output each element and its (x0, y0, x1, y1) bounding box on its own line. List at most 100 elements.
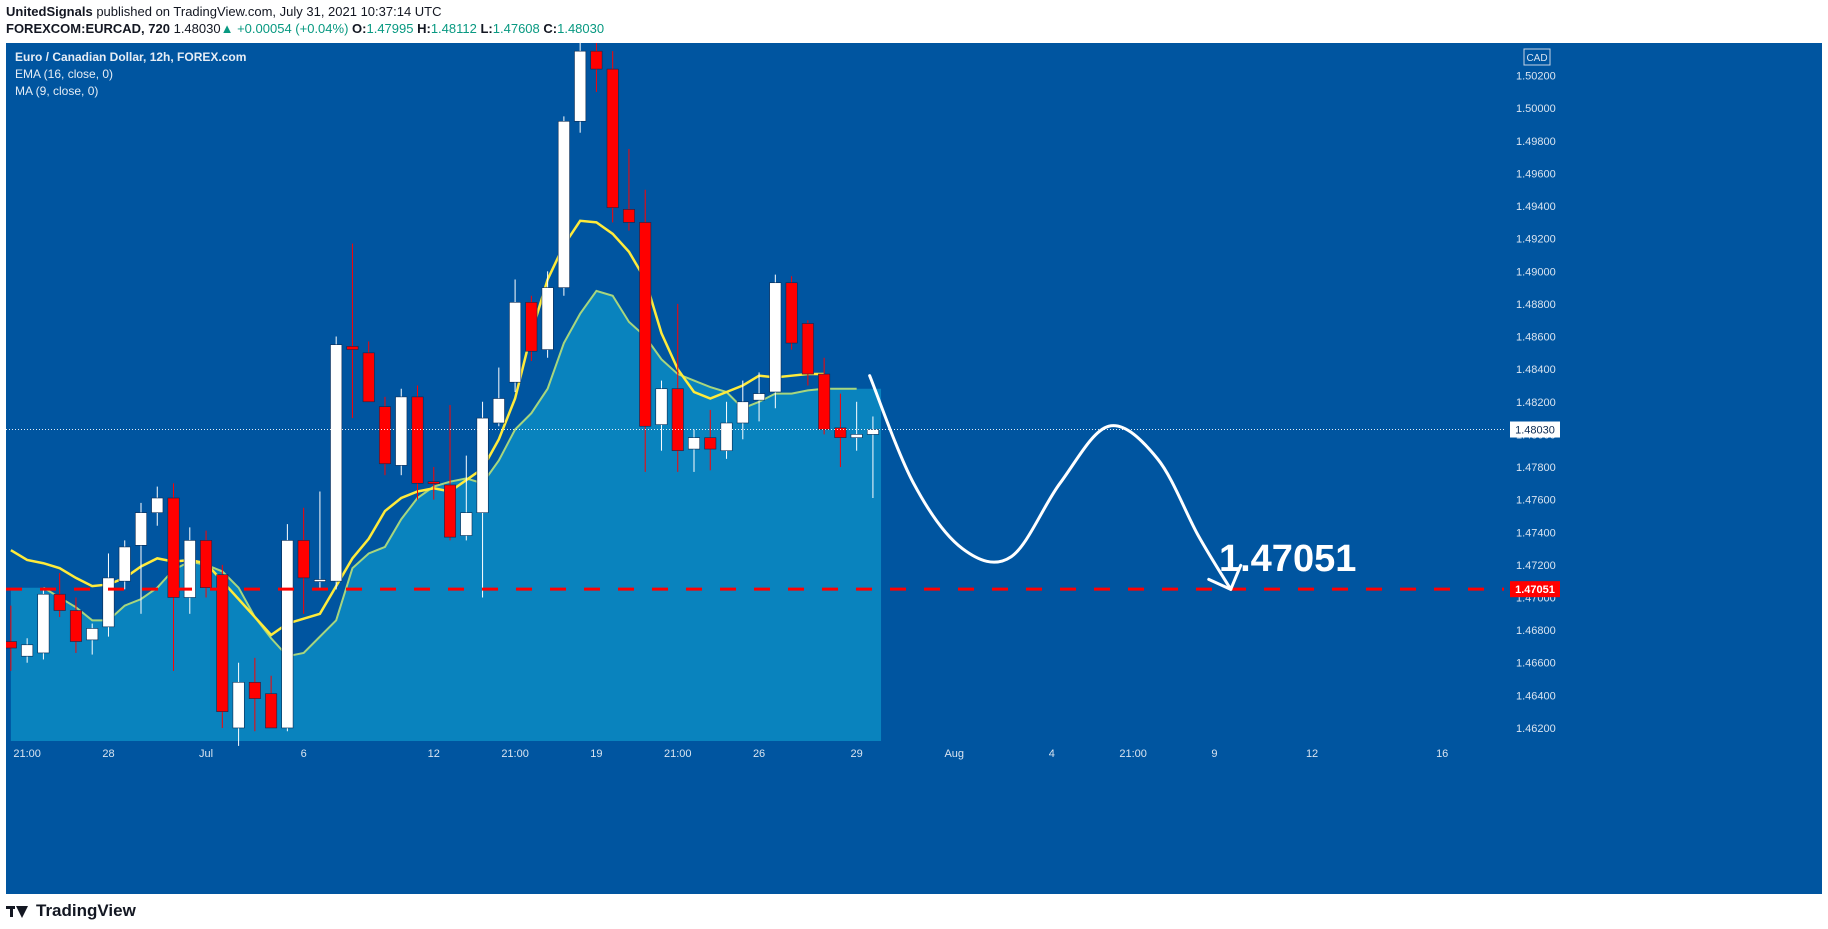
candle (378, 396, 391, 476)
up-arrow-icon: ▲ (220, 21, 234, 36)
candle (37, 589, 50, 660)
price-change: +0.00054 (+0.04%) (237, 21, 349, 36)
y-tick-label: 1.47400 (1516, 527, 1556, 539)
footer-brand: TradingView (36, 901, 136, 920)
close-value: 1.48030 (557, 21, 605, 36)
candle-body (102, 577, 115, 628)
candle-body (639, 222, 652, 427)
currency-badge-box (1523, 48, 1551, 66)
candle-body (476, 417, 489, 513)
candle (183, 527, 196, 614)
x-tick-label: 12 (1306, 748, 1318, 760)
candle-body (53, 593, 66, 611)
tradingview-logo-icon (6, 904, 30, 918)
candle-body (753, 393, 766, 401)
chart-container[interactable]: 1.47051 1.46200 1.46400 1.46600 1.46800 1.47… (4, 43, 1822, 894)
candle-body (541, 287, 554, 350)
candle (541, 271, 554, 358)
candle (801, 320, 814, 386)
candle-body (444, 484, 457, 538)
candle-body (769, 282, 782, 393)
candle (492, 367, 505, 427)
legend-title: Euro / Canadian Dollar, 12h, FOREX.com (15, 50, 246, 64)
target-price-tag (1510, 581, 1560, 598)
candle-body (525, 302, 538, 352)
candle (265, 675, 278, 729)
y-tick-label: 1.49800 (1516, 136, 1556, 148)
y-tick-label: 1.46600 (1516, 658, 1556, 670)
candle (330, 336, 343, 590)
chart-background (6, 43, 1822, 894)
candle-body (37, 593, 50, 654)
x-tick-label: 21:00 (501, 748, 529, 760)
candle (720, 401, 733, 459)
candle (167, 483, 180, 671)
candle-body (557, 120, 570, 288)
candle-body (688, 437, 700, 450)
x-tick-label: 12 (428, 748, 440, 760)
open-label: O: (352, 21, 367, 36)
candle (818, 357, 831, 435)
candle-body (704, 437, 717, 450)
x-tick-label: 16 (1436, 748, 1448, 760)
open-value: 1.47995 (366, 21, 414, 36)
candle (639, 189, 652, 472)
y-tick-label: 1.47800 (1516, 462, 1556, 474)
currency-badge: CAD (1523, 48, 1551, 66)
candle (785, 276, 798, 350)
candle-body (395, 396, 408, 466)
candle (313, 491, 326, 590)
candle (476, 401, 489, 598)
candle-body (281, 540, 294, 729)
candle-body (622, 209, 635, 223)
candle-body (200, 540, 213, 589)
candle (655, 380, 668, 451)
candle-body (362, 352, 375, 403)
candle-body (411, 396, 424, 484)
publisher-name[interactable]: UnitedSignals (6, 4, 93, 19)
tradingview-footer[interactable]: TradingView (6, 901, 136, 921)
candle (866, 416, 879, 499)
y-tick-label: 1.49000 (1516, 266, 1556, 278)
candle-body (313, 579, 326, 582)
currency-label: CAD (1526, 53, 1547, 64)
x-tick-label: 19 (590, 748, 602, 760)
candle (671, 303, 684, 472)
candle (151, 486, 164, 526)
candle-body (509, 302, 522, 383)
x-tick-label: Jul (199, 748, 213, 760)
candle (525, 295, 538, 362)
candle-body (801, 323, 814, 375)
x-tick-label: 26 (753, 748, 765, 760)
candle-body (216, 574, 229, 712)
candle-body (671, 388, 684, 452)
symbol-label: FOREXCOM:EURCAD, 720 (6, 21, 170, 36)
candle-body (590, 50, 603, 70)
x-tick-label: 21:00 (1119, 748, 1147, 760)
candle (736, 380, 749, 440)
candle (395, 388, 408, 476)
y-tick-label: 1.46800 (1516, 625, 1556, 637)
y-tick-label: 1.48200 (1516, 397, 1556, 409)
candle (362, 341, 375, 403)
candle (834, 393, 847, 468)
candle-body (86, 628, 99, 641)
low-value: 1.47608 (492, 21, 540, 36)
target-price-tag-label: 1.47051 (1515, 584, 1555, 596)
candle (509, 279, 522, 392)
candle (232, 662, 245, 746)
published-text: published on TradingView.com, July 31, 2… (96, 4, 442, 19)
candle (850, 401, 863, 451)
candle-body (378, 406, 391, 465)
candlestick-chart[interactable]: 1.47051 1.46200 1.46400 1.46600 1.46800 1.47… (4, 43, 1822, 894)
candle-body (818, 373, 831, 430)
candle (346, 243, 359, 419)
candle (427, 467, 440, 500)
candle (53, 573, 66, 618)
candle-body (4, 641, 17, 649)
candle (769, 274, 782, 409)
candle-body (135, 512, 147, 546)
candle (21, 638, 34, 663)
candle-body (720, 422, 733, 452)
projection-curve (868, 374, 1233, 591)
